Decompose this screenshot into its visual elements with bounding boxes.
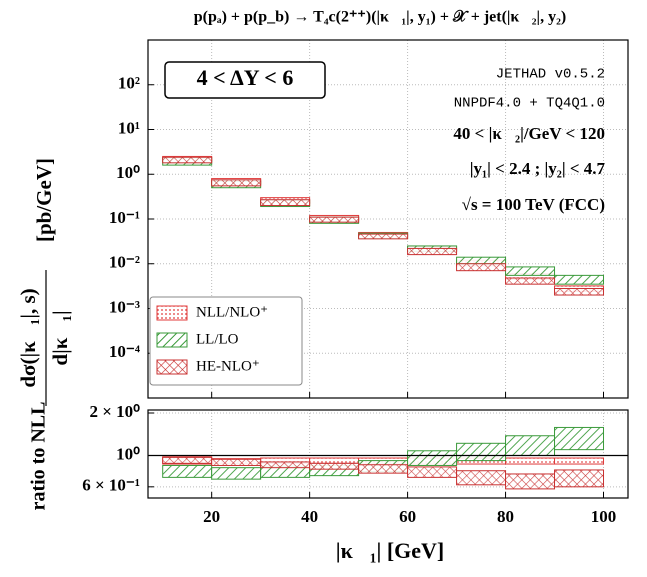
- y-tick-label: 10⁰: [116, 444, 140, 463]
- band-bin: [162, 156, 213, 164]
- x-tick-label: 100: [591, 507, 617, 526]
- band-bin: [211, 467, 262, 480]
- y-axis-label-denominator: d|κ⃗₁|: [48, 310, 72, 365]
- band-bin: [456, 470, 507, 486]
- annotation-box: [164, 61, 326, 99]
- ratio-y-axis-label: ratio to NLL: [28, 402, 50, 511]
- y-tick-label: 10⁻⁴: [109, 342, 140, 361]
- band-bin: [554, 469, 605, 488]
- y-tick-label: 6 × 10⁻¹: [82, 476, 140, 495]
- band-bin: [358, 464, 409, 474]
- band-bin: [554, 274, 605, 285]
- y-tick-label: 10¹: [118, 118, 140, 137]
- annotation: 4 < ΔY < 6: [197, 65, 294, 90]
- annotation: JETHAD v0.5.2: [496, 67, 605, 83]
- band-bin: [456, 256, 507, 265]
- y-tick-label: 10⁻¹: [109, 208, 140, 227]
- band-bin: [554, 287, 605, 296]
- band-bin: [309, 457, 360, 464]
- chart-title: p(pₐ) + p(p_b) → T₄c(2⁺⁺)(|κ⃗₁|, y₁) + 𝒳…: [194, 9, 566, 26]
- band-bin: [309, 462, 360, 470]
- x-axis-label: |κ⃗₁| [GeV]: [336, 538, 445, 563]
- band-bin: [260, 461, 311, 469]
- annotation: |y₁| < 2.4 ; |y₂| < 4.7: [470, 159, 606, 178]
- band-bin: [456, 442, 507, 462]
- band-bin: [211, 458, 262, 466]
- band-bin: [260, 199, 311, 207]
- y-tick-label: 10⁻³: [109, 297, 140, 316]
- plot-frame: [147, 39, 629, 399]
- band-bin: [505, 473, 556, 490]
- band-bin: [309, 216, 360, 223]
- annotation: √s = 100 TeV (FCC): [462, 195, 605, 214]
- y-tick-label: 10⁻²: [109, 253, 140, 272]
- y-axis-label-unit: [pb/GeV]: [32, 158, 56, 242]
- legend-label: HE-NLO⁺: [196, 358, 260, 374]
- band-bin: [407, 466, 458, 478]
- band-bin: [211, 179, 262, 187]
- y-tick-label: 10²: [118, 74, 140, 93]
- legend-swatch: [156, 359, 188, 375]
- band-bin: [358, 233, 409, 240]
- band-bin: [505, 435, 556, 456]
- band-bin: [407, 247, 458, 256]
- band-bin: [456, 263, 507, 272]
- x-tick-label: 80: [497, 507, 514, 526]
- legend-label: LL/LO: [196, 331, 239, 347]
- y-axis-label-numerator: dσ(|κ⃗₁|, s): [16, 288, 40, 387]
- annotation: 40 < |κ⃗₂|/GeV < 120: [453, 124, 605, 143]
- band-bin: [554, 426, 605, 451]
- band-bin: [505, 277, 556, 285]
- band-bin: [162, 456, 213, 464]
- annotation: NNPDF4.0 + TQ4Q1.0: [454, 96, 605, 112]
- band-bin: [505, 266, 556, 276]
- band-bin: [162, 464, 213, 478]
- band-bin: [407, 450, 458, 466]
- legend-box: [149, 296, 303, 386]
- legend-label: NLL/NLO⁺: [196, 304, 268, 320]
- plot-frame: [147, 409, 629, 499]
- y-tick-label: 10⁰: [116, 163, 140, 182]
- band-bin: [554, 457, 605, 465]
- x-tick-label: 20: [203, 507, 220, 526]
- x-tick-label: 60: [399, 507, 416, 526]
- legend-swatch: [156, 332, 188, 348]
- x-tick-label: 40: [301, 507, 318, 526]
- legend-swatch: [156, 305, 188, 321]
- band-bin: [505, 457, 556, 465]
- y-tick-label: 2 × 10⁰: [89, 402, 140, 421]
